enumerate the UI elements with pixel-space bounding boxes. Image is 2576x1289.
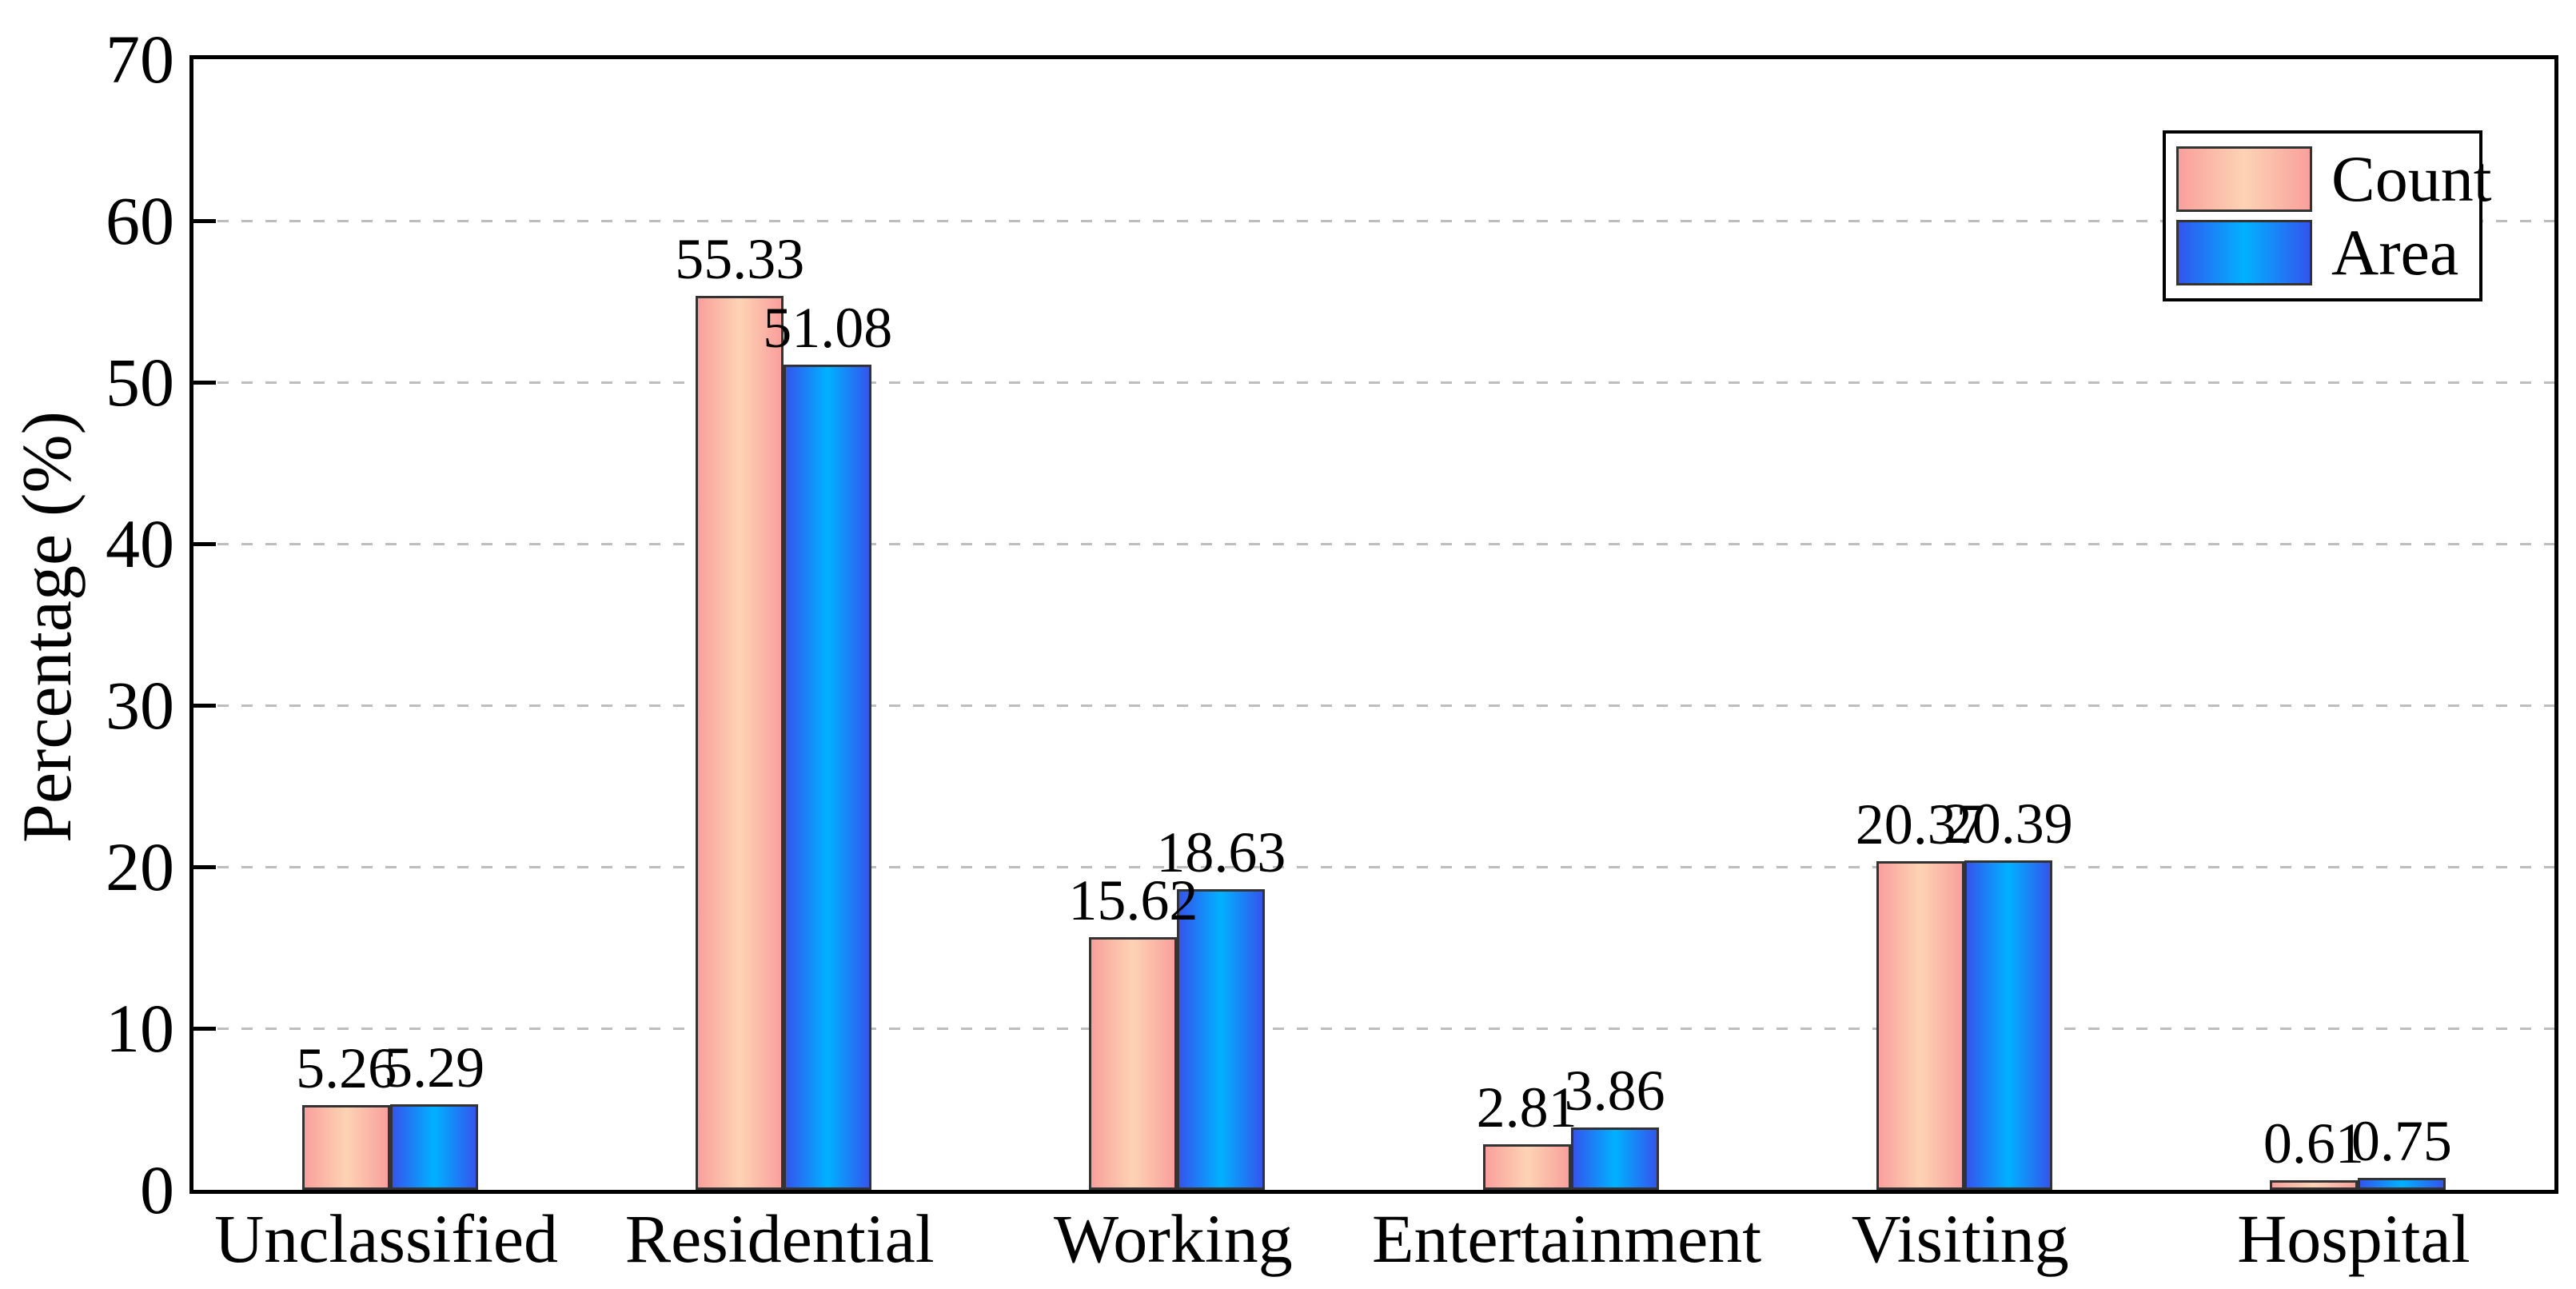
x-category-label-unclassified: Unclassified	[214, 1200, 559, 1277]
gridline-60	[193, 219, 2554, 222]
legend-swatch-area	[2176, 220, 2312, 285]
gridline-40	[193, 542, 2554, 545]
bar-area-residential	[784, 365, 872, 1190]
bar-count-working	[1089, 937, 1178, 1190]
bar-area-unclassified	[390, 1104, 479, 1190]
y-tick-mark-50	[193, 380, 216, 385]
gridline-50	[193, 381, 2554, 384]
x-category-label-working: Working	[1053, 1200, 1293, 1277]
bar-area-hospital	[2357, 1177, 2446, 1190]
y-tick-label-40: 40	[106, 505, 174, 582]
value-label-area-visiting: 20.39	[1943, 792, 2073, 856]
gridline-10	[193, 1027, 2554, 1030]
y-tick-mark-10	[193, 1026, 216, 1031]
x-category-label-visiting: Visiting	[1851, 1200, 2069, 1277]
bar-area-visiting	[1964, 860, 2052, 1190]
bar-count-unclassified	[302, 1104, 391, 1190]
y-tick-label-50: 50	[106, 344, 174, 421]
bar-count-visiting	[1876, 860, 1964, 1190]
bar-count-entertainment	[1482, 1144, 1571, 1190]
value-label-area-working: 18.63	[1156, 820, 1286, 884]
x-category-label-hospital: Hospital	[2237, 1200, 2470, 1277]
y-tick-mark-60	[193, 218, 216, 223]
y-tick-label-70: 70	[106, 21, 174, 98]
value-label-area-residential: 51.08	[763, 296, 893, 361]
legend-swatch-count	[2176, 146, 2312, 212]
bar-count-residential	[696, 296, 784, 1190]
y-tick-label-30: 30	[106, 667, 174, 744]
y-tick-mark-40	[193, 541, 216, 546]
value-label-count-hospital: 0.61	[2263, 1111, 2364, 1175]
legend: Count Area	[2163, 130, 2491, 301]
value-label-count-working: 15.62	[1068, 868, 1198, 933]
y-tick-label-10: 10	[106, 990, 174, 1067]
y-tick-mark-30	[193, 703, 216, 708]
value-label-count-entertainment: 2.81	[1476, 1075, 1577, 1140]
value-label-count-unclassified: 5.26	[296, 1036, 397, 1100]
legend-item-count: Count	[2166, 146, 2491, 212]
x-category-label-residential: Residential	[624, 1200, 935, 1277]
bar-area-working	[1177, 888, 1266, 1190]
y-tick-mark-20	[193, 864, 216, 869]
y-tick-label-20: 20	[106, 828, 174, 905]
plot-area: 5.26 5.29 55.33 51.08 15.62 18.63 2.81 3.86 20.3…	[189, 55, 2558, 1194]
y-tick-label-60: 60	[106, 182, 174, 259]
bar-area-entertainment	[1570, 1127, 1659, 1190]
value-label-count-visiting: 20.37	[1855, 792, 1985, 856]
value-label-count-residential: 55.33	[675, 227, 805, 292]
gridline-30	[193, 704, 2554, 707]
legend-label-area: Area	[2331, 216, 2459, 289]
value-label-area-hospital: 0.75	[2351, 1108, 2452, 1173]
value-label-area-entertainment: 3.86	[1564, 1059, 1665, 1123]
legend-item-area: Area	[2166, 220, 2479, 285]
value-label-area-unclassified: 5.29	[384, 1036, 485, 1100]
x-category-label-entertainment: Entertainment	[1372, 1200, 1762, 1277]
gridline-20	[193, 865, 2554, 868]
legend-label-count: Count	[2331, 142, 2492, 215]
bar-count-hospital	[2269, 1179, 2358, 1190]
y-tick-label-0: 0	[140, 1151, 174, 1228]
